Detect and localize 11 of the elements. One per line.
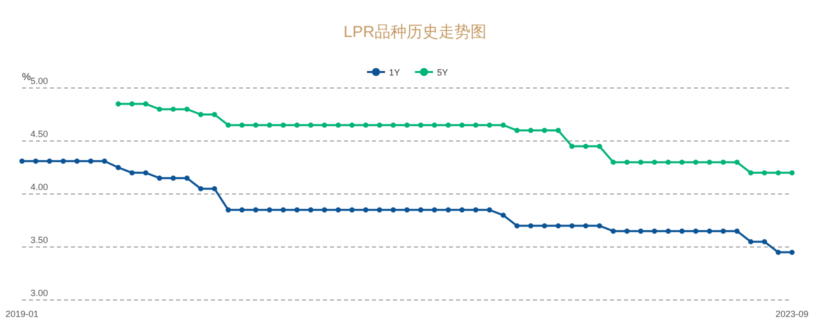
legend-label: 5Y <box>437 68 448 78</box>
y-tick-label: 3.00 <box>30 288 48 298</box>
x-tick-label: 2019-01 <box>5 309 39 319</box>
x-tick-label: 2023-09 <box>775 309 809 319</box>
y-tick-label: 4.50 <box>30 129 48 139</box>
y-axis-title: % <box>22 72 31 83</box>
chart-title: LPR品种历史走势图 <box>343 23 487 41</box>
y-tick-label: 4.00 <box>30 182 48 192</box>
y-tick-label: 5.00 <box>30 76 48 86</box>
y-tick-label: 3.50 <box>30 235 48 245</box>
legend-label: 1Y <box>389 68 400 78</box>
